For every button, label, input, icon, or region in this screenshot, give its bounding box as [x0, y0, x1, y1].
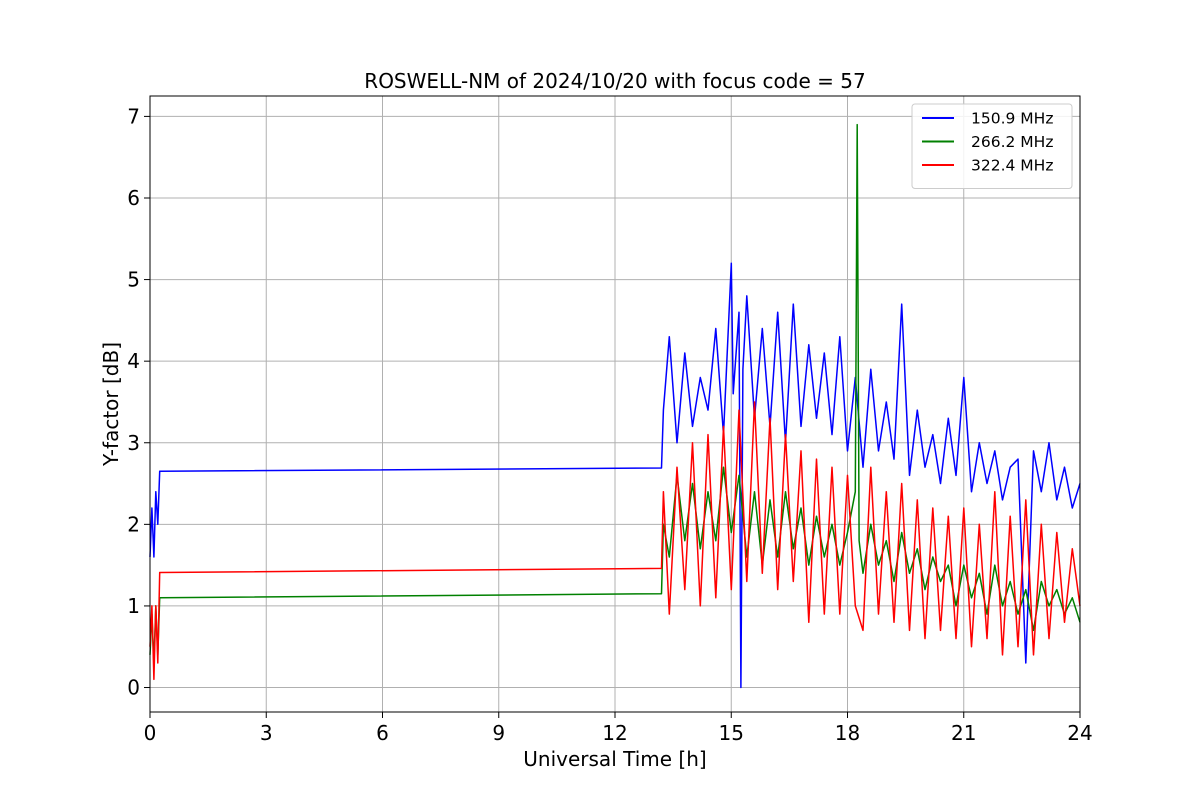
x-tick-label: 12 [602, 721, 627, 745]
legend-label: 266.2 MHz [971, 133, 1053, 151]
chart-title: ROSWELL-NM of 2024/10/20 with focus code… [364, 69, 865, 93]
y-tick-label: 1 [127, 594, 140, 618]
x-tick-label: 24 [1067, 721, 1092, 745]
y-tick-label: 6 [127, 186, 140, 210]
x-tick-label: 3 [260, 721, 273, 745]
legend-box [911, 103, 1073, 189]
x-axis-label: Universal Time [h] [523, 747, 706, 771]
x-tick-label: 0 [144, 721, 157, 745]
x-tick-label: 6 [376, 721, 389, 745]
y-tick-label: 5 [127, 268, 140, 292]
series-line-0 [149, 262, 1081, 689]
legend: 150.9 MHz 266.2 MHz 322.4 MHz [911, 103, 1073, 189]
legend-label: 322.4 MHz [971, 157, 1053, 175]
y-tick-label: 3 [127, 431, 140, 455]
x-tick-label: 15 [719, 721, 744, 745]
legend-label: 150.9 MHz [971, 110, 1053, 128]
x-tick-label: 18 [835, 721, 860, 745]
y-tick-label: 0 [127, 676, 140, 700]
y-tick-label: 7 [127, 104, 140, 128]
x-tick-label: 21 [951, 721, 976, 745]
y-axis-label: Y-factor [dB] [99, 342, 123, 467]
x-tick-label: 9 [492, 721, 505, 745]
series-layer [149, 123, 1081, 689]
y-tick-label: 4 [127, 349, 140, 373]
series-line-2 [149, 401, 1081, 681]
y-tick-label: 2 [127, 512, 140, 536]
